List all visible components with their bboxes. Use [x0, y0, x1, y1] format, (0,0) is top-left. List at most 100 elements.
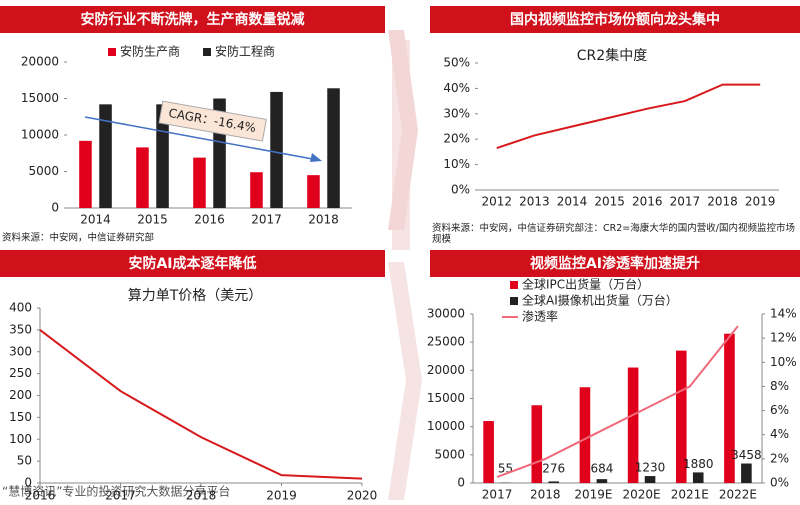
legend-swatch — [108, 48, 116, 56]
bar — [627, 367, 639, 483]
bar — [579, 387, 591, 483]
bar — [250, 172, 263, 208]
bar — [327, 88, 340, 208]
y-tick-label: 400 — [9, 301, 32, 315]
x-tick-label: 2019 — [266, 489, 297, 503]
bar — [692, 472, 704, 483]
data-label: 276 — [542, 462, 565, 476]
bar — [307, 175, 320, 208]
x-tick-label: 2018 — [530, 488, 561, 502]
y2-tick-label: 12% — [770, 331, 797, 345]
bar — [724, 333, 735, 483]
x-tick-label: 2016 — [632, 195, 663, 209]
legend-label: 全球AI摄像机出货量（万台） — [522, 293, 678, 308]
x-tick-label: 2012 — [482, 195, 513, 209]
y2-tick-label: 10% — [770, 355, 797, 369]
legend-label: 全球IPC出货量（万台） — [522, 277, 649, 292]
y2-tick-label: 14% — [770, 307, 797, 321]
bar — [136, 147, 149, 208]
chevron — [388, 30, 418, 230]
y-tick-label: 250 — [9, 366, 32, 380]
data-label: 1230 — [635, 461, 666, 475]
header-bar — [430, 6, 800, 33]
y2-tick-label: 6% — [770, 403, 789, 417]
y2-tick-label: 0% — [770, 476, 789, 490]
y-tick-label: 15000 — [427, 391, 465, 405]
x-tick-label: 2014 — [557, 195, 588, 209]
chart-title: 安防AI成本逐年降低 — [128, 255, 256, 272]
bar — [270, 91, 283, 208]
y-tick-label: 0 — [24, 476, 32, 490]
x-tick-label: 2015 — [594, 195, 625, 209]
y-tick-label: 50% — [443, 56, 470, 70]
chart-title: 视频监控AI渗透率加速提升 — [530, 255, 700, 272]
bar — [548, 481, 560, 483]
y-tick-label: 150 — [9, 410, 32, 424]
annotation-box: CAGR：-16.4% — [158, 100, 267, 142]
source-note: 资料来源：中安网，中信证券研究部注：CR2=海康大华的国内营收/国内视频监控市场… — [432, 222, 795, 245]
y2-tick-label: 2% — [770, 451, 789, 465]
chart-subtitle: CR2集中度 — [577, 47, 647, 64]
x-tick-label: 2018 — [308, 213, 339, 227]
chart-title: 国内视频监控市场份额向龙头集中 — [510, 11, 720, 28]
y-tick-label: 5000 — [28, 164, 59, 178]
data-label: 3458 — [731, 448, 762, 462]
y-tick-label: 20000 — [21, 55, 59, 69]
bar — [193, 157, 206, 208]
y-tick-label: 40% — [443, 81, 470, 95]
bar — [531, 405, 543, 483]
legend-swatch — [510, 297, 518, 305]
chart-subtitle: 算力单T价格（美元） — [128, 288, 263, 304]
header-bar — [0, 6, 385, 33]
y2-tick-label: 8% — [770, 379, 789, 393]
x-tick-label: 2017 — [670, 195, 701, 209]
y2-tick-label: 4% — [770, 427, 789, 441]
y-tick-label: 0% — [451, 183, 470, 197]
y-tick-label: 300 — [9, 344, 32, 358]
x-tick-label: 2018 — [186, 489, 217, 503]
legend-label: 安防生产商 — [120, 44, 180, 59]
data-label: 684 — [590, 462, 613, 476]
legend-label: 渗透率 — [522, 309, 558, 324]
x-tick-label: 2016 — [194, 213, 225, 227]
bar — [741, 463, 752, 483]
x-tick-label: 2019 — [745, 195, 776, 209]
y-tick-label: 30000 — [427, 307, 465, 321]
bar — [675, 350, 687, 483]
bar — [596, 479, 608, 483]
x-tick-label: 2020 — [347, 489, 378, 503]
footer: “慧博资讯”专业的投资研究大数据分享平台 — [2, 484, 230, 499]
chevron — [388, 262, 422, 500]
y-tick-label: 10000 — [427, 419, 465, 433]
x-tick-label: 2016 — [25, 489, 56, 503]
x-tick-label: 2014 — [80, 213, 111, 227]
line-series — [39, 329, 363, 480]
legend-swatch — [203, 48, 211, 56]
x-tick-label: 2015 — [137, 213, 168, 227]
y-tick-label: 350 — [9, 322, 32, 336]
x-tick-label: 2018 — [707, 195, 738, 209]
chart-title: 安防行业不断洗牌，生产商数量锐减 — [81, 11, 305, 28]
header-bar — [430, 250, 800, 277]
annotation-bg — [158, 100, 267, 142]
x-tick-label: 2017 — [105, 489, 136, 503]
line-series — [496, 83, 761, 150]
x-tick-label: 2022E — [719, 488, 757, 502]
y-tick-label: 0 — [51, 201, 59, 215]
y-tick-label: 5000 — [434, 447, 465, 461]
x-tick-label: 2019E — [574, 488, 612, 502]
source-note: 资料来源：中安网，中信证券研究部 — [2, 232, 154, 244]
data-label: 1880 — [683, 457, 714, 471]
y-tick-label: 50 — [17, 454, 32, 468]
legend-label: 安防工程商 — [215, 44, 275, 59]
arrow-head — [310, 153, 322, 162]
x-tick-label: 2021E — [671, 488, 709, 502]
y-tick-label: 20000 — [427, 363, 465, 377]
y-tick-label: 200 — [9, 388, 32, 402]
y-tick-label: 20% — [443, 132, 470, 146]
bar — [79, 140, 92, 208]
bar — [644, 476, 656, 483]
x-tick-label: 2013 — [519, 195, 550, 209]
x-tick-label: 2020E — [623, 488, 661, 502]
bar — [99, 104, 112, 208]
